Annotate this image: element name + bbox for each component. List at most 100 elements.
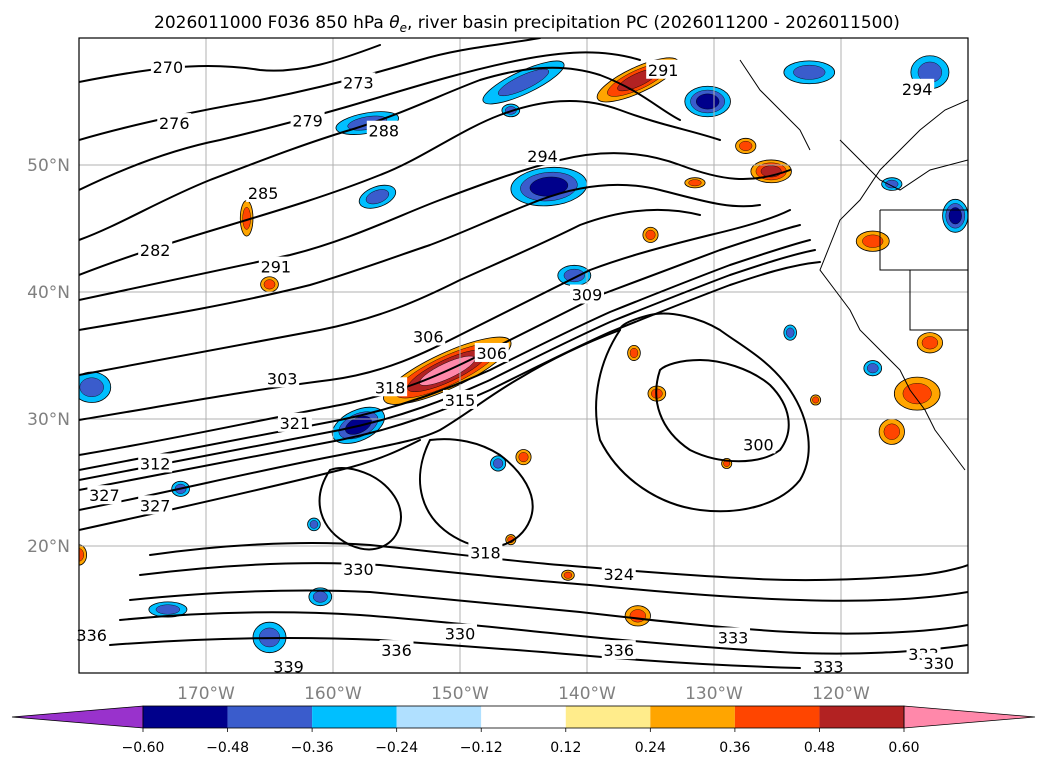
contour-label: 294	[525, 146, 560, 166]
contour-label-text: 300	[743, 435, 774, 454]
contour-label: 315	[443, 389, 477, 410]
contour-label: 288	[366, 120, 401, 141]
precip-blob	[307, 517, 321, 532]
y-tick-label: 50°N	[27, 156, 70, 176]
colorbar-extend-min	[11, 705, 144, 729]
precip-blob	[627, 344, 641, 361]
contour-label: 336	[379, 640, 414, 660]
contour-label-halo	[468, 542, 503, 562]
precip-blob-level	[812, 396, 819, 404]
contour-label: 318	[373, 377, 408, 397]
contour-label-halo	[157, 113, 192, 133]
contour-label-text: 336	[76, 626, 107, 645]
precip-blob-level	[309, 520, 319, 529]
precip-blob-level	[155, 604, 181, 615]
contour-label-text: 318	[470, 543, 501, 562]
colorbar-tick-label: 0.12	[550, 740, 581, 756]
contour-label-halo	[379, 640, 414, 660]
precip-blob	[863, 360, 883, 377]
precip-blob	[510, 166, 588, 207]
contour-label: 282	[138, 240, 173, 260]
precip-blob	[684, 85, 731, 118]
x-tick-label: 170°W	[177, 684, 235, 704]
precip-blob	[878, 418, 905, 445]
contour-label-text: 315	[445, 391, 476, 410]
precip-blob	[893, 376, 941, 411]
contour-label-halo	[138, 495, 173, 515]
contour-label-halo	[74, 624, 109, 644]
chart-title: 2026011000 F036 850 hPa θe, river basin …	[154, 13, 900, 35]
contour-label-halo	[900, 78, 935, 98]
contour-label: 336	[74, 624, 109, 645]
colorbar-tick-label: 0.60	[888, 740, 919, 756]
colorbar-bin	[227, 706, 313, 728]
contour-label-halo	[138, 240, 173, 260]
contour-label: 312	[138, 453, 173, 473]
contour-label-text: 336	[381, 641, 412, 660]
contour-labels: 270 276 273 279 288 294 291 294 285 282 291 309 306 3…	[74, 57, 956, 677]
precip-blob	[855, 230, 890, 252]
precip-blob	[148, 601, 188, 618]
contour-label-halo	[373, 377, 408, 397]
colorbar-tick-label: 0.36	[719, 740, 750, 756]
precip-blob	[881, 177, 903, 191]
contour-label-halo	[271, 656, 306, 676]
contour-label-text: 303	[267, 369, 298, 388]
contour-label: 300	[741, 434, 776, 454]
colorbar-bin	[312, 706, 397, 728]
contour-label: 327	[138, 495, 173, 515]
contour-label-halo	[811, 656, 846, 676]
precip-blob-level	[948, 207, 962, 225]
precip-blob	[916, 332, 944, 354]
contour-label: 330	[443, 623, 477, 644]
x-tick-label: 130°W	[685, 684, 743, 704]
precip-blob-level	[79, 377, 104, 397]
contour-label-halo	[341, 558, 376, 578]
x-tick-label: 120°W	[812, 684, 870, 704]
contour-label: 327	[87, 485, 122, 505]
colorbar-bin	[734, 706, 820, 728]
contour-label-halo	[570, 284, 604, 304]
contour-label: 291	[258, 256, 293, 277]
contour-label-text: 294	[902, 80, 933, 99]
x-tick-label: 150°W	[431, 684, 489, 704]
colorbar-bin	[143, 706, 228, 728]
colorbar-bin	[650, 706, 735, 728]
contour-label-text: 282	[140, 241, 171, 260]
coastline	[739, 59, 968, 471]
contour-label-halo	[716, 627, 751, 647]
precip-blob	[79, 371, 112, 403]
precip-blob	[490, 455, 507, 472]
colorbar-bin	[819, 706, 904, 728]
contour-label-halo	[741, 434, 776, 454]
precip-blob	[515, 449, 532, 466]
precip-blob-level	[885, 179, 899, 189]
precip-blob	[810, 394, 822, 406]
contour-label: 285	[246, 182, 281, 203]
colorbar-bin	[396, 706, 482, 728]
colorbar-tick-label: −0.12	[460, 740, 503, 756]
colorbar-tick-label: −0.48	[206, 740, 249, 756]
contour-label-halo	[246, 182, 281, 202]
colorbar-tick-label: −0.60	[122, 740, 165, 756]
precip-blob-level	[883, 423, 900, 440]
contour-label-text: 306	[476, 344, 507, 363]
precip-blob-level	[497, 68, 550, 97]
contour-label-halo	[474, 342, 509, 362]
precip-blob	[482, 60, 565, 105]
precip-blob-level	[518, 452, 529, 463]
precip-blob-level	[645, 229, 656, 240]
contour-label: 321	[277, 412, 312, 433]
precip-blob	[358, 184, 397, 209]
contour-label: 318	[468, 542, 503, 562]
contour-label-text: 288	[369, 122, 400, 141]
contour-label-text: 276	[159, 114, 190, 133]
precip-blob-level	[921, 336, 939, 350]
contour-label-halo	[601, 640, 636, 660]
contour-label-halo	[258, 256, 293, 276]
contour-label: 306	[411, 326, 446, 346]
precip-blob-level	[263, 279, 276, 290]
precip-blob-level	[629, 347, 639, 358]
contour-label-text: 330	[924, 654, 955, 673]
